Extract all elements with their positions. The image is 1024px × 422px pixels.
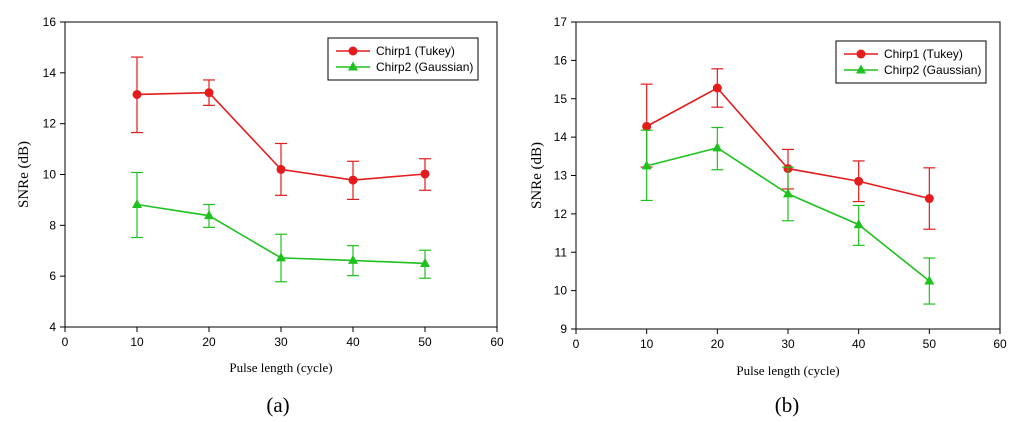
panel-caption: (b)	[775, 393, 800, 417]
data-point	[924, 194, 934, 204]
x-tick-label: 60	[993, 337, 1007, 351]
legend: Chirp1 (Tukey) Chirp2 (Gaussian)	[835, 40, 987, 84]
data-point	[712, 142, 723, 152]
legend-label: Chirp1 (Tukey)	[884, 47, 963, 61]
y-axis-label: SNRe (dB)	[16, 141, 32, 208]
x-axis-label: Pulse length (cycle)	[229, 360, 332, 375]
series-chirp2	[640, 126, 936, 305]
chart-panel-2: 0 10 20 30 40 50 60 9 10 11 12 13 14 15 16 17 Pulse leng…	[529, 15, 1007, 417]
y-tick-label: 17	[554, 15, 568, 29]
y-tick-label: 10	[43, 168, 57, 182]
data-point	[132, 89, 142, 99]
y-tick-label: 8	[49, 218, 56, 232]
legend-marker	[856, 64, 866, 74]
y-tick-label: 13	[554, 169, 568, 183]
data-point	[348, 254, 358, 264]
y-tick-label: 9	[560, 322, 567, 336]
y-tick-label: 14	[554, 130, 568, 144]
y-tick-label: 10	[554, 284, 568, 298]
data-point	[276, 164, 286, 174]
chart-panel-1: 0 10 20 30 40 50 60 4 6 8 10 12 14 16 Pulse length (cy…	[16, 15, 504, 417]
x-tick-label: 30	[781, 337, 795, 351]
panel-caption: (a)	[266, 393, 289, 417]
data-point	[420, 257, 430, 267]
legend-box	[835, 40, 987, 84]
x-tick-label: 50	[418, 335, 432, 349]
legend-label: Chirp2 (Gaussian)	[884, 63, 981, 77]
legend-marker	[348, 46, 358, 56]
y-tick-label: 15	[554, 92, 568, 106]
series-chirp1	[131, 56, 431, 201]
legend-label: Chirp1 (Tukey)	[376, 44, 455, 58]
y-axis-label: SNRe (dB)	[529, 142, 545, 209]
data-point	[348, 175, 358, 185]
y-tick-label: 16	[554, 53, 568, 67]
y-tick-label: 12	[554, 207, 568, 221]
y-tick-label: 11	[555, 245, 568, 259]
legend-marker	[348, 61, 358, 71]
y-tick-label: 4	[49, 320, 56, 334]
x-tick-label: 30	[274, 335, 288, 349]
x-tick-label: 40	[852, 337, 866, 351]
legend: Chirp1 (Tukey) Chirp2 (Gaussian)	[327, 37, 479, 81]
data-point	[783, 188, 793, 198]
data-point	[854, 176, 864, 186]
y-tick-label: 12	[43, 117, 57, 131]
x-tick-label: 40	[346, 335, 360, 349]
y-tick-label: 14	[43, 66, 57, 80]
data-point	[712, 83, 722, 93]
y-tick-label: 6	[49, 269, 56, 283]
x-axis-label: Pulse length (cycle)	[736, 363, 839, 378]
legend-box	[327, 37, 479, 81]
data-point	[204, 210, 214, 220]
data-point	[204, 88, 214, 98]
data-point	[132, 198, 142, 208]
data-point	[641, 160, 652, 170]
legend-label: Chirp2 (Gaussian)	[376, 60, 473, 74]
data-point	[642, 121, 652, 131]
data-point	[276, 252, 286, 262]
x-tick-label: 10	[640, 337, 654, 351]
data-point	[924, 275, 935, 285]
legend-marker	[856, 49, 866, 59]
x-tick-label: 10	[130, 335, 144, 349]
x-tick-label: 0	[62, 335, 69, 349]
x-tick-label: 0	[573, 337, 580, 351]
x-tick-label: 50	[923, 337, 937, 351]
x-tick-label: 20	[202, 335, 216, 349]
x-tick-label: 20	[711, 337, 725, 351]
data-point	[853, 219, 864, 229]
data-point	[420, 169, 430, 179]
x-tick-label: 60	[490, 335, 504, 349]
y-tick-label: 16	[43, 15, 57, 29]
series-chirp2	[131, 171, 431, 283]
